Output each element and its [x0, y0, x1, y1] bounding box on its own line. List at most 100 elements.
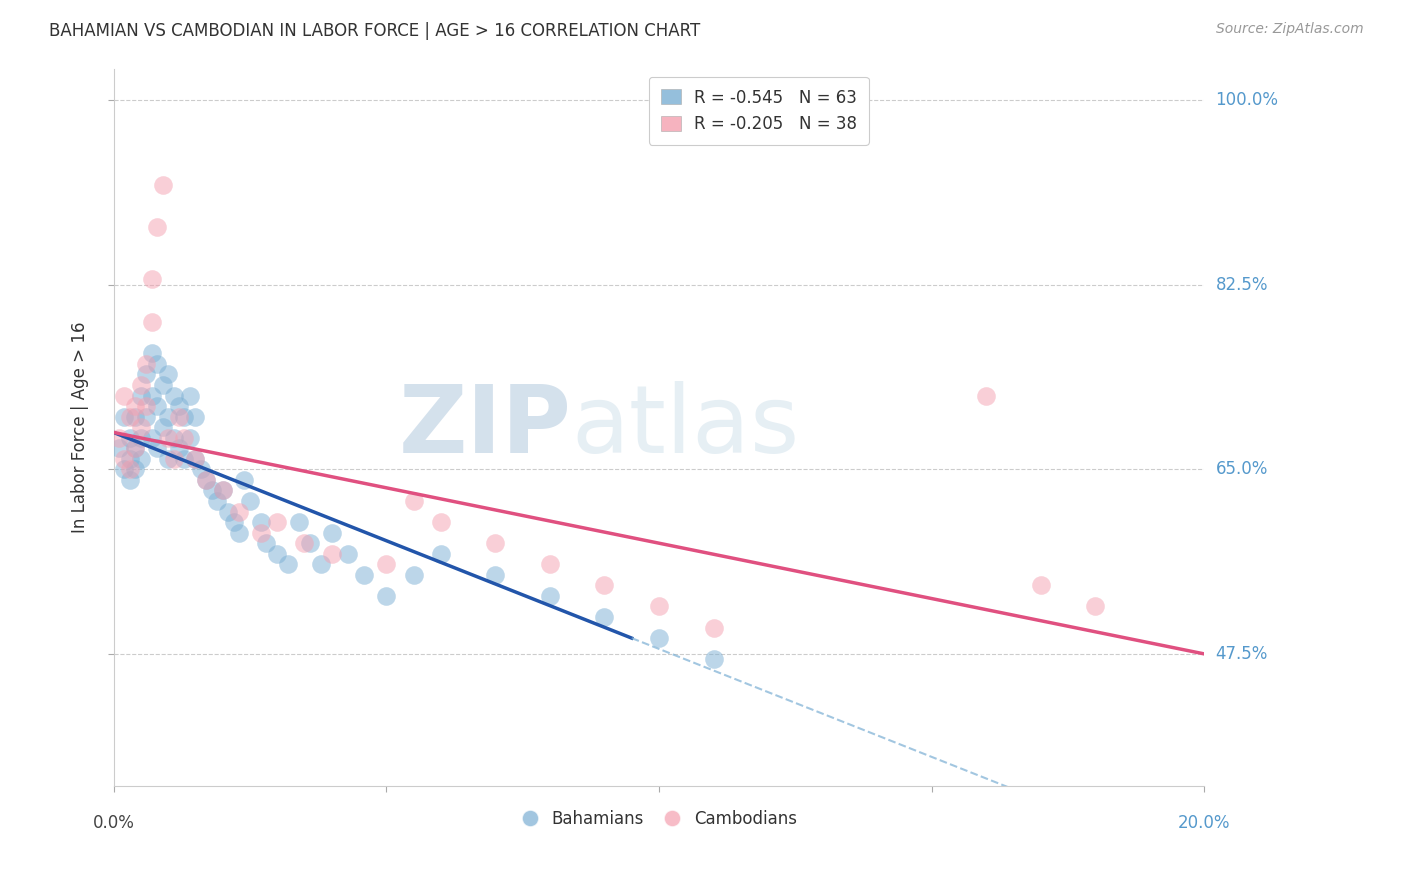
- Point: [228, 504, 250, 518]
- Point: [135, 409, 157, 424]
- Point: [375, 589, 398, 603]
- Point: [114, 388, 136, 402]
- Point: [173, 409, 195, 424]
- Point: [135, 368, 157, 382]
- Point: [118, 409, 141, 424]
- Point: [184, 409, 207, 424]
- Point: [135, 357, 157, 371]
- Point: [108, 442, 131, 456]
- Text: BAHAMIAN VS CAMBODIAN IN LABOR FORCE | AGE > 16 CORRELATION CHART: BAHAMIAN VS CAMBODIAN IN LABOR FORCE | A…: [49, 22, 700, 40]
- Point: [146, 442, 169, 456]
- Point: [222, 515, 245, 529]
- Point: [266, 547, 288, 561]
- Point: [124, 409, 146, 424]
- Point: [294, 536, 316, 550]
- Point: [114, 451, 136, 466]
- Point: [254, 536, 277, 550]
- Point: [152, 178, 174, 192]
- Point: [217, 504, 239, 518]
- Point: [277, 558, 299, 572]
- Point: [173, 451, 195, 466]
- Point: [129, 378, 152, 392]
- Point: [141, 272, 163, 286]
- Point: [195, 473, 218, 487]
- Text: 100.0%: 100.0%: [1216, 91, 1278, 109]
- Point: [124, 442, 146, 456]
- Point: [141, 315, 163, 329]
- Point: [157, 451, 180, 466]
- Point: [228, 525, 250, 540]
- Text: Source: ZipAtlas.com: Source: ZipAtlas.com: [1216, 22, 1364, 37]
- Point: [249, 515, 271, 529]
- Point: [648, 599, 671, 614]
- Point: [146, 399, 169, 413]
- Point: [190, 462, 212, 476]
- Point: [974, 388, 997, 402]
- Point: [141, 346, 163, 360]
- Point: [141, 431, 163, 445]
- Point: [593, 610, 616, 624]
- Point: [402, 494, 425, 508]
- Point: [184, 451, 207, 466]
- Point: [162, 451, 184, 466]
- Point: [430, 547, 453, 561]
- Point: [484, 567, 506, 582]
- Text: 0.0%: 0.0%: [93, 814, 135, 831]
- Point: [179, 388, 201, 402]
- Point: [162, 388, 184, 402]
- Point: [152, 378, 174, 392]
- Point: [702, 652, 724, 666]
- Point: [375, 558, 398, 572]
- Text: 47.5%: 47.5%: [1216, 645, 1268, 663]
- Point: [402, 567, 425, 582]
- Point: [167, 442, 190, 456]
- Point: [129, 451, 152, 466]
- Point: [266, 515, 288, 529]
- Point: [233, 473, 256, 487]
- Legend: Bahamians, Cambodians: Bahamians, Cambodians: [515, 804, 803, 835]
- Point: [288, 515, 311, 529]
- Point: [146, 219, 169, 234]
- Point: [173, 431, 195, 445]
- Point: [211, 483, 233, 498]
- Point: [118, 473, 141, 487]
- Point: [702, 621, 724, 635]
- Point: [249, 525, 271, 540]
- Point: [118, 451, 141, 466]
- Point: [201, 483, 224, 498]
- Point: [167, 399, 190, 413]
- Point: [129, 420, 152, 434]
- Point: [152, 420, 174, 434]
- Point: [129, 431, 152, 445]
- Point: [538, 558, 561, 572]
- Text: 82.5%: 82.5%: [1216, 276, 1268, 293]
- Text: 65.0%: 65.0%: [1216, 460, 1268, 478]
- Point: [124, 462, 146, 476]
- Point: [211, 483, 233, 498]
- Point: [337, 547, 360, 561]
- Point: [239, 494, 262, 508]
- Point: [162, 431, 184, 445]
- Point: [1084, 599, 1107, 614]
- Point: [157, 409, 180, 424]
- Point: [184, 451, 207, 466]
- Point: [538, 589, 561, 603]
- Point: [114, 409, 136, 424]
- Text: 20.0%: 20.0%: [1178, 814, 1230, 831]
- Point: [108, 431, 131, 445]
- Point: [321, 547, 343, 561]
- Point: [309, 558, 332, 572]
- Point: [593, 578, 616, 592]
- Point: [167, 409, 190, 424]
- Point: [135, 399, 157, 413]
- Point: [195, 473, 218, 487]
- Y-axis label: In Labor Force | Age > 16: In Labor Force | Age > 16: [72, 321, 89, 533]
- Point: [430, 515, 453, 529]
- Point: [118, 431, 141, 445]
- Point: [353, 567, 375, 582]
- Point: [298, 536, 321, 550]
- Point: [118, 462, 141, 476]
- Point: [179, 431, 201, 445]
- Point: [129, 388, 152, 402]
- Point: [141, 388, 163, 402]
